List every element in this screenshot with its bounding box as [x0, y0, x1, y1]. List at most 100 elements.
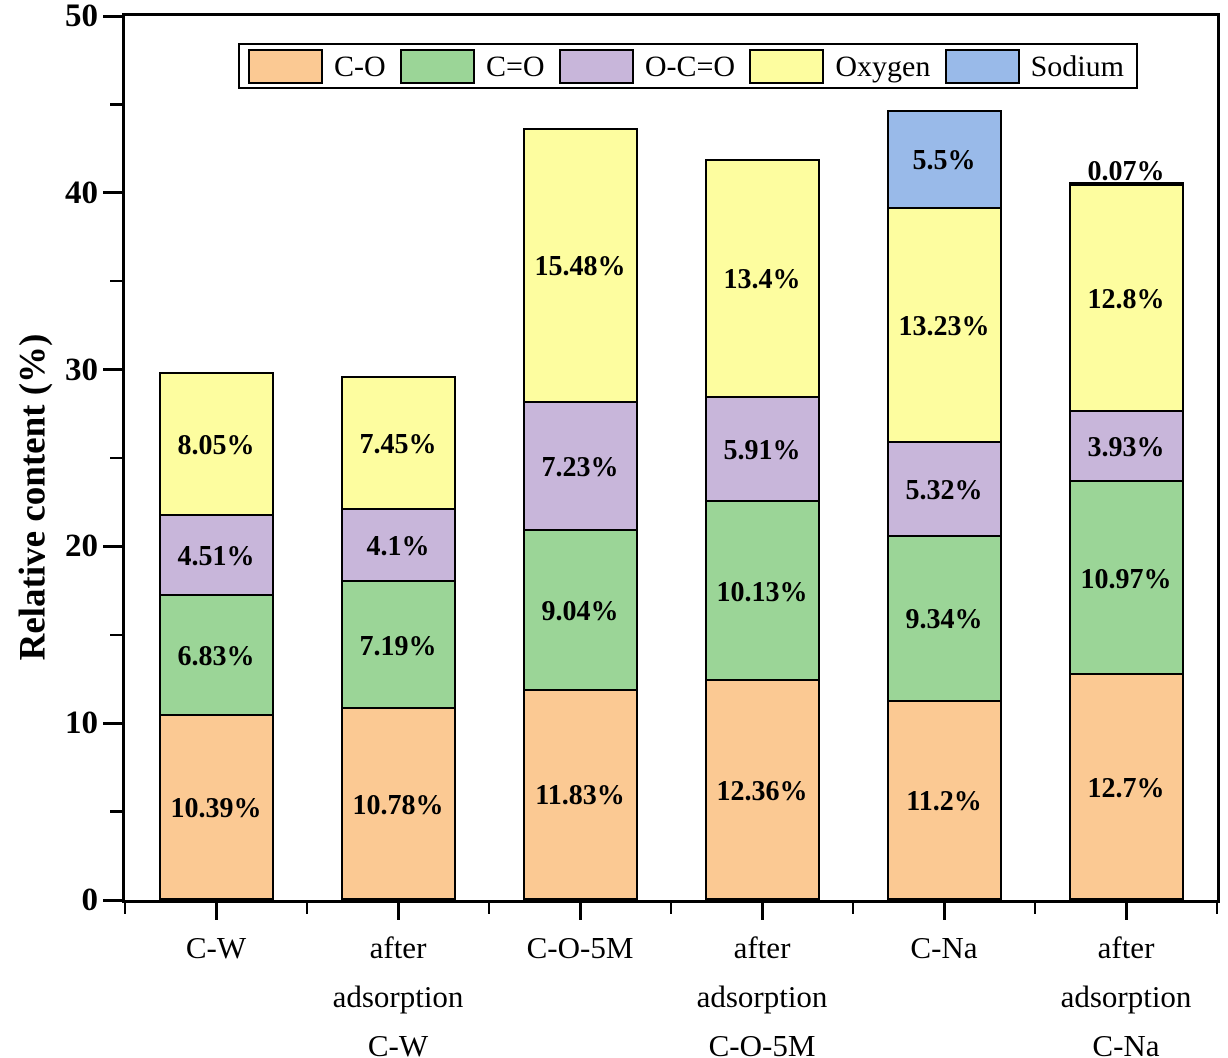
x-category-label: C-W: [185, 930, 247, 965]
y-tick-label: 10: [65, 705, 98, 742]
bar-segment-label: 10.78%: [352, 789, 444, 821]
bar-segment-label: 4.1%: [366, 531, 430, 563]
legend-label: Sodium: [1030, 49, 1124, 83]
bar-segment-label: 6.83%: [177, 640, 255, 672]
bar-segment-Oxygen: [1068, 183, 1184, 413]
bar-segment-label: 7.45%: [359, 428, 437, 460]
plot-area: 10.39% 6.83% 4.51% 8.05% 10.78% 7.19% 4.1% 7.45…: [122, 13, 1220, 903]
bar-segment-Oxygen: [158, 371, 274, 516]
legend-swatch-icon: [248, 48, 323, 84]
legend-entry-O-C=O: O-C=O: [558, 48, 736, 84]
legend-entry-Oxygen: Oxygen: [749, 48, 931, 84]
x-minor-tick: [669, 903, 673, 914]
bar-segment-Sodium: [1068, 181, 1184, 186]
bar-segment-label: 12.8%: [1087, 283, 1165, 315]
bar-segment-label: 8.05%: [177, 429, 255, 461]
bar-segment-label: 7.19%: [359, 630, 437, 662]
x-minor-tick: [851, 903, 855, 914]
y-major-tick: [103, 14, 122, 18]
x-minor-tick: [1033, 903, 1037, 914]
legend-label: O-C=O: [644, 49, 736, 83]
bar-C-Na: 11.2% 9.34% 5.32% 13.23% 5.5%: [886, 16, 1002, 900]
bar-segment-Oxygen: [340, 376, 456, 510]
bar-segment-label: 5.5%: [912, 145, 976, 177]
bar-segment-label: 10.13%: [716, 576, 808, 608]
bar-segment-label: 11.2%: [906, 786, 982, 817]
legend: C-O C=O O-C=O Oxygen Sodium: [238, 43, 1138, 89]
legend-swatch-icon: [944, 48, 1020, 84]
x-category-label: C-O-5M: [526, 930, 634, 965]
y-major-tick: [103, 898, 122, 902]
x-minor-tick: [487, 903, 491, 914]
bar-segment-C=O: [522, 529, 638, 691]
bar-segment-label: 12.7%: [1087, 772, 1165, 804]
legend-entry-C-O: C-O: [248, 48, 386, 84]
y-minor-tick: [110, 633, 122, 637]
bar-segment-C-O: [704, 679, 820, 900]
x-minor-tick: [305, 903, 309, 914]
y-tick-label: 40: [65, 174, 98, 211]
bar-segment-C-O: [340, 707, 456, 900]
bar-segment-O-C=O: [522, 401, 638, 532]
x-minor-tick: [123, 903, 127, 914]
bar-segment-C=O: [158, 593, 274, 717]
bar-segment-C=O: [704, 500, 820, 682]
x-major-tick: [1124, 903, 1128, 920]
y-tick-label: 30: [65, 351, 98, 388]
x-major-tick: [942, 903, 946, 920]
bar-after adsorption C-Na: 12.7% 10.97% 3.93% 12.8% 0.07%: [1068, 16, 1184, 900]
bar-segment-C=O: [1068, 479, 1184, 676]
x-major-tick: [214, 903, 218, 920]
legend-entry-Sodium: Sodium: [944, 48, 1124, 84]
y-major-tick: [103, 368, 122, 372]
y-tick-label: 50: [65, 0, 98, 34]
bar-segment-label: 3.93%: [1087, 431, 1165, 463]
bar-segment-Sodium: [886, 109, 1002, 209]
x-major-tick: [396, 903, 400, 920]
y-minor-tick: [110, 103, 122, 106]
legend-label: Oxygen: [835, 49, 931, 83]
bar-segment-O-C=O: [158, 513, 274, 596]
bar-segment-label: 13.4%: [723, 264, 801, 296]
bar-segment-label: 15.48%: [534, 251, 626, 283]
bar-segment-label: 13.23%: [898, 310, 990, 342]
bar-segment-label: 7.23%: [541, 452, 619, 484]
legend-swatch-icon: [749, 48, 825, 84]
y-tick-label: 0: [81, 882, 99, 918]
bar-segment-label: 5.32%: [905, 474, 983, 506]
x-category-label: after adsorption C-W: [332, 930, 464, 1058]
bar-after adsorption C-W: 10.78% 7.19% 4.1% 7.45%: [340, 16, 456, 900]
bar-segment-Oxygen: [522, 127, 638, 404]
bar-segment-label: 9.34%: [905, 604, 983, 636]
y-major-tick: [103, 721, 122, 725]
x-major-tick: [760, 903, 764, 920]
y-tick-label: 20: [65, 528, 98, 565]
y-major-tick: [103, 191, 122, 195]
bar-segment-label: 5.91%: [723, 435, 801, 467]
legend-entry-C=O: C=O: [399, 48, 545, 84]
y-minor-tick: [110, 810, 122, 813]
bar-segment-label: 0.07%: [1087, 155, 1165, 187]
bar-after adsorption C-O-5M: 12.36% 10.13% 5.91% 13.4%: [704, 16, 820, 900]
y-minor-tick: [110, 456, 122, 460]
x-major-tick: [578, 903, 582, 920]
bar-segment-label: 10.39%: [170, 793, 262, 825]
bar-segment-O-C=O: [340, 507, 456, 583]
x-minor-tick: [1215, 903, 1219, 914]
y-minor-tick: [110, 279, 122, 283]
bar-segment-O-C=O: [704, 395, 820, 503]
bar-segment-label: 10.97%: [1080, 563, 1172, 595]
x-category-label: after adsorption C-Na: [1060, 930, 1192, 1058]
bar-C-O-5M: 11.83% 9.04% 7.23% 15.48%: [522, 16, 638, 900]
bar-segment-Oxygen: [704, 158, 820, 398]
legend-swatch-icon: [399, 48, 475, 84]
bar-segment-label: 4.51%: [177, 540, 255, 572]
legend-label: C-O: [334, 49, 386, 83]
x-category-label: after adsorption C-O-5M: [696, 930, 828, 1058]
bar-segment-C-O: [158, 714, 274, 900]
y-major-tick: [103, 544, 122, 548]
bar-segment-Oxygen: [886, 206, 1002, 443]
legend-label: C=O: [485, 49, 545, 83]
bar-segment-O-C=O: [886, 440, 1002, 537]
